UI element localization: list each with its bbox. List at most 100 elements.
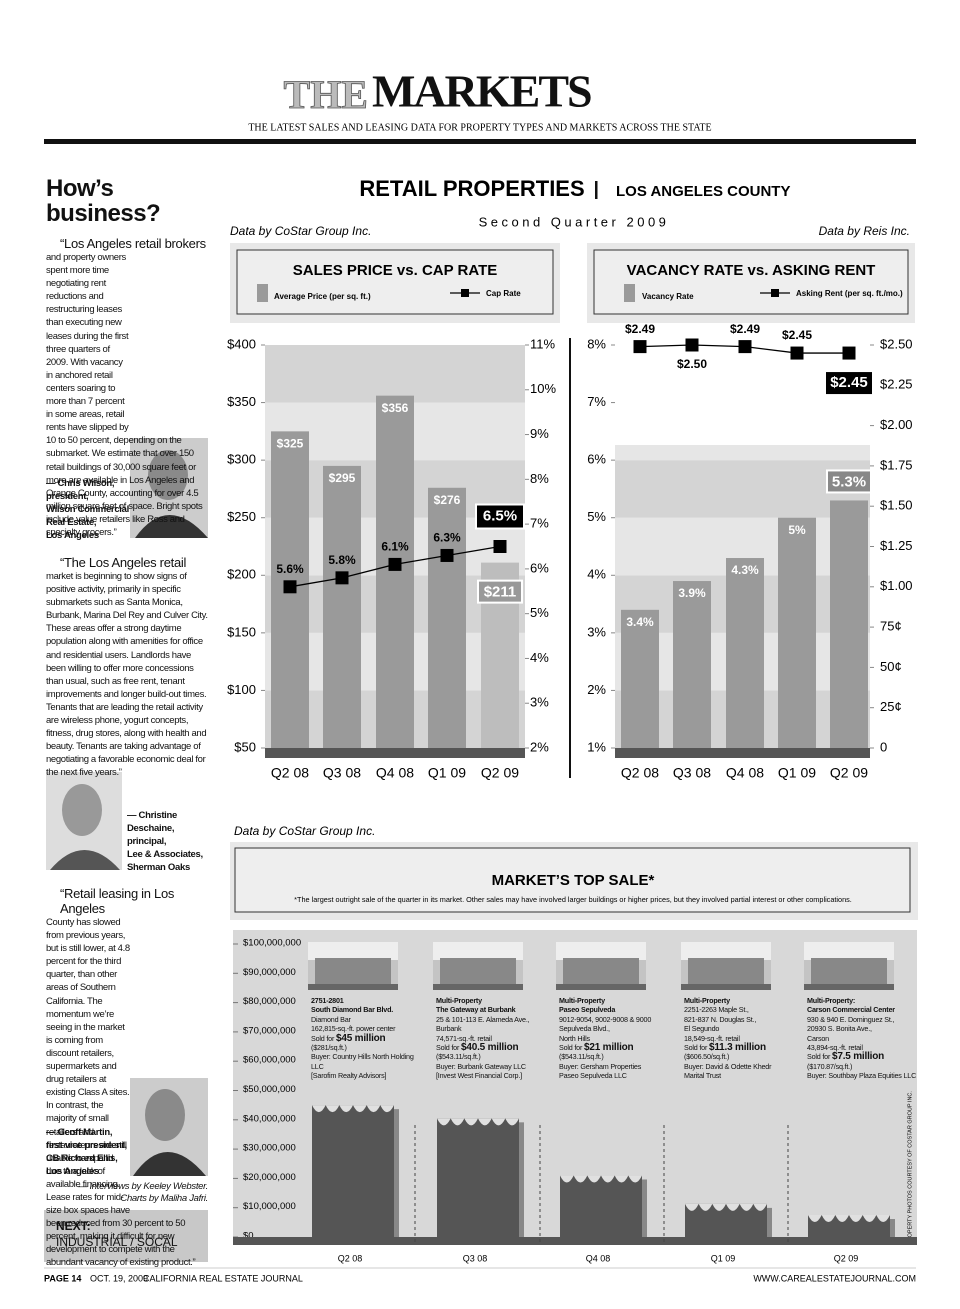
legend-label: Asking Rent (per sq. ft./mo.): [796, 289, 903, 298]
sale-heading: The Gateway at Burbank: [436, 1005, 516, 1015]
bar-value-label: $276: [434, 493, 461, 507]
sale-line: Sepulveda Blvd.,: [559, 1024, 610, 1034]
marker: [388, 557, 402, 571]
y-tick-label: $80,000,000: [243, 996, 296, 1007]
y2-tick-label: 0: [880, 739, 887, 754]
sale-line: ($543.11/sq.ft.): [436, 1052, 481, 1062]
y-tick-label: 4%: [587, 567, 606, 582]
sale-price-line: Sold for $11.3 million: [684, 1043, 798, 1053]
quote: “Los Angeles retail brokers and property…: [46, 236, 210, 539]
attribution-line: Lee & Associates,: [127, 849, 203, 860]
y-tick-label: 2%: [587, 682, 606, 697]
sale-line: Carson: [807, 1033, 829, 1043]
y2-tick-label: 10%: [530, 381, 556, 396]
sold-label: Sold for: [559, 1043, 583, 1053]
sale-line: [Sarofim Realty Advisors]: [311, 1071, 387, 1081]
attribution-line: — Christine: [127, 810, 178, 821]
next-label: NEXT:: [56, 1219, 91, 1233]
y-tick-label: $10,000,000: [243, 1201, 296, 1212]
sale-heading: Paseo Sepulveda: [559, 1005, 616, 1015]
quote-lead: “The Los Angeles retail: [60, 555, 187, 570]
y2-tick-label: $1.50: [880, 498, 913, 513]
y-tick-label: $50: [234, 739, 256, 754]
photo-sky: [681, 942, 771, 960]
source: Data by CoStar Group Inc.: [234, 824, 375, 838]
sale-price: $45 million: [335, 1032, 386, 1044]
photo-ground: [308, 984, 398, 990]
bar-side: [767, 1207, 772, 1237]
line-value-label: 6.5%: [483, 507, 517, 524]
footer-date: OCT. 19, 2009: [90, 1273, 148, 1283]
sale-line: 2251-2263 Maple St.,: [684, 1005, 749, 1015]
attribution-line: principal,: [127, 836, 167, 847]
line-value-label: 6.1%: [381, 540, 409, 554]
sale-line: Buyer: Burbank Gateway LLC: [436, 1061, 526, 1071]
bar-value-label: 5%: [788, 523, 806, 537]
quote: “The Los Angeles retail market is beginn…: [46, 555, 210, 780]
sale-line: ($606.50/sq.ft.): [684, 1052, 730, 1062]
legend-label: Cap Rate: [486, 289, 521, 298]
y-tick-label: $60,000,000: [243, 1055, 296, 1066]
x-tick-label: Q1 09: [711, 1253, 736, 1263]
bar-cap: [560, 1175, 642, 1183]
bar: [560, 1175, 642, 1237]
line-value-label: 5.6%: [276, 562, 304, 576]
y2-tick-label: $1.75: [880, 457, 913, 472]
plot-band: [615, 445, 870, 461]
bar-side: [519, 1122, 524, 1237]
bar: [312, 1105, 394, 1237]
bar-value-label: 5.3%: [832, 473, 866, 490]
bar-cap: [685, 1203, 767, 1211]
sale-line: ($281/sq.ft.): [311, 1043, 347, 1053]
masthead-markets: MARKETS: [372, 66, 591, 117]
sale-price-line: Sold for $7.5 million: [807, 1052, 921, 1062]
y-tick-label: 3%: [587, 624, 606, 639]
bar: [778, 517, 816, 748]
x-tick-label: Q2 09: [834, 1253, 859, 1263]
y-tick-label: 7%: [587, 394, 606, 409]
y2-tick-label: 3%: [530, 695, 549, 710]
photo-credit: PROPERTY PHOTOS COURTESY OF COSTAR GROUP…: [907, 1091, 913, 1245]
bar: [376, 395, 414, 748]
y-tick-label: 6%: [587, 452, 606, 467]
line-value-label: 6.3%: [433, 531, 461, 545]
portrait: [46, 772, 122, 870]
bar: [808, 1215, 890, 1237]
y-tick-label: 1%: [587, 739, 606, 754]
attribution: — Christine Deschaine, principal, Lee & Ass…: [127, 809, 217, 874]
sale-line: North Hills: [559, 1033, 590, 1043]
next-box: [44, 1210, 208, 1262]
credit-line: — Interviews by Keeley Webster.: [77, 1181, 208, 1192]
quote: “Retail leasing in Los Angeles County ha…: [46, 886, 210, 1270]
y-tick-label: $350: [227, 394, 256, 409]
y-tick-label: $40,000,000: [243, 1113, 296, 1124]
y-tick-label: $100: [227, 682, 256, 697]
photo-ground: [804, 984, 894, 990]
sale-heading: South Diamond Bar Blvd.: [311, 1005, 394, 1015]
legend-marker: [771, 289, 779, 297]
photo-building: [688, 958, 764, 984]
legend-label: Vacancy Rate: [642, 292, 694, 301]
y-tick-label: $250: [227, 509, 256, 524]
sale-price-line: Sold for $21 million: [559, 1043, 673, 1053]
label-box: [477, 579, 523, 604]
sale-description: Multi-Property Paseo Sepulveda 9012-9054, …: [559, 996, 673, 1081]
sale-line: 18,549-sq.-ft. retail: [684, 1033, 740, 1043]
chart-title: SALES PRICE vs. CAP RATE: [293, 262, 498, 279]
bar: [428, 487, 466, 748]
y-tick-label: $70,000,000: [243, 1025, 296, 1036]
sale-heading: 2751-2801: [311, 996, 344, 1005]
y2-tick-label: 11%: [530, 336, 555, 351]
sold-label: Sold for: [311, 1033, 335, 1043]
attribution: — Geoff Martin, first vice president, CB R…: [46, 1126, 130, 1178]
bar-value-label: $295: [329, 471, 356, 485]
line-value-label: 5.8%: [328, 553, 356, 567]
y-tick-label: $50,000,000: [243, 1084, 296, 1095]
x-tick-label: Q3 08: [463, 1253, 488, 1263]
separator: [595, 181, 598, 199]
baseline-strip: [615, 748, 870, 758]
portrait: [130, 1078, 208, 1176]
line-value-label: $2.45: [782, 328, 812, 342]
bar-value-label: 3.4%: [626, 615, 654, 629]
